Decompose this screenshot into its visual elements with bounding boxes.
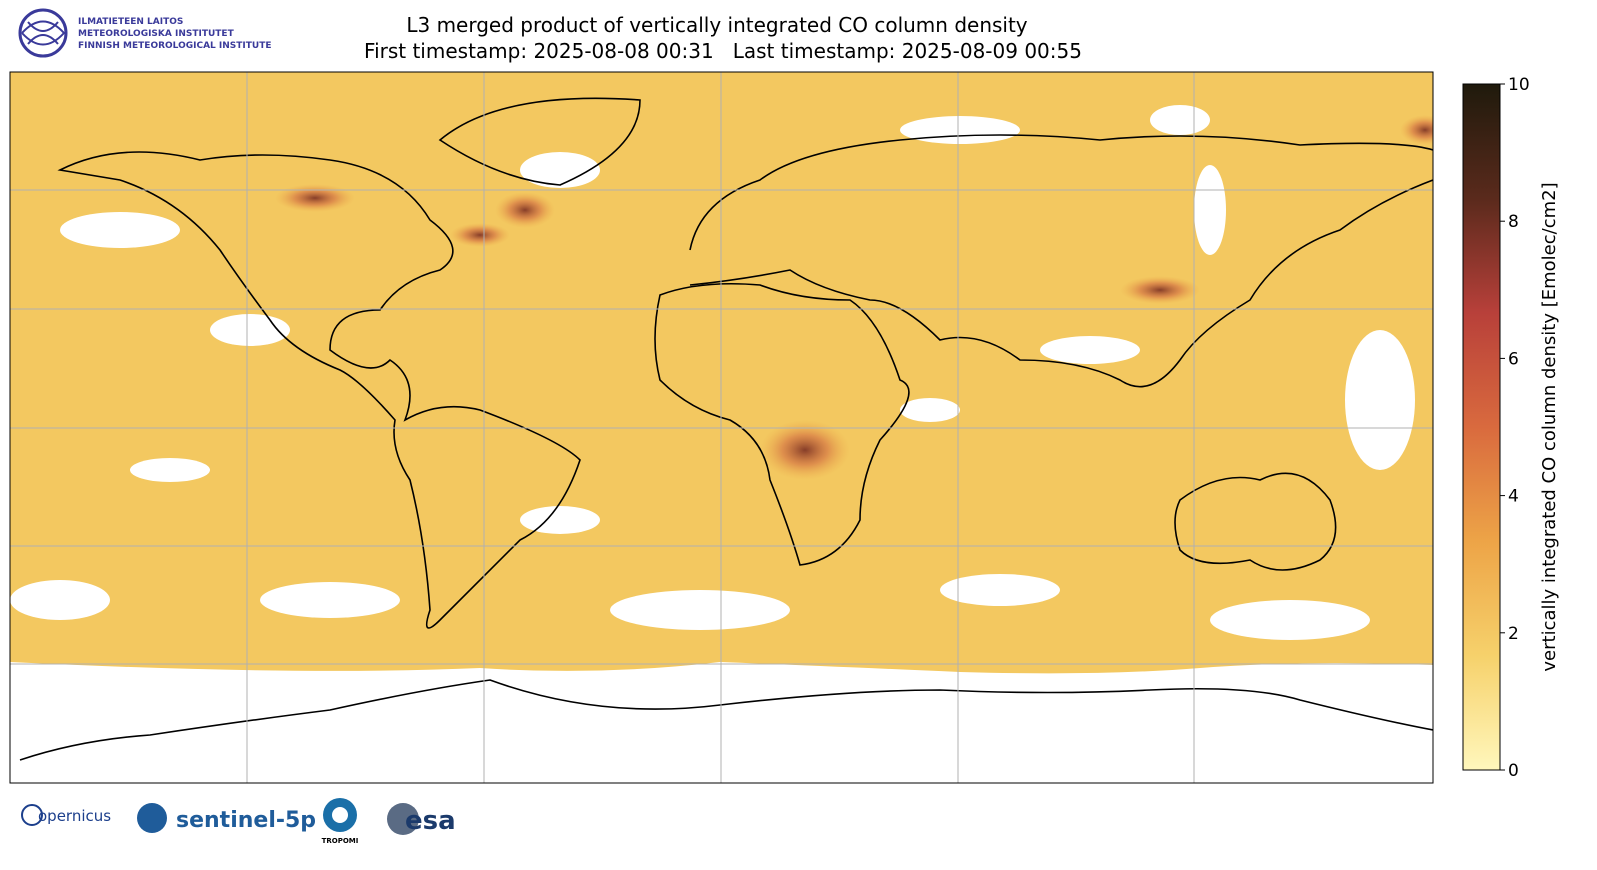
co-hotspots [275, 115, 1433, 480]
colorbar-tick-label: 0 [1508, 761, 1519, 781]
tropomi-mark [332, 807, 348, 823]
graticule [10, 72, 1433, 783]
logo-text: opernicus [38, 807, 111, 825]
greenland-coast [438, 97, 641, 186]
eurasia-coast [689, 134, 1433, 388]
map-frame [9, 71, 1434, 784]
subtitle: First timestamp: 2025-08-08 00:31 Last t… [364, 39, 1082, 63]
colorbar-tick-label: 10 [1508, 75, 1530, 95]
colorbar-tick-label: 2 [1508, 624, 1519, 644]
antarctica-coast [19, 679, 1433, 761]
logo-text: TROPOMI [322, 837, 359, 845]
logo-text: esa [405, 806, 456, 836]
americas-coast [57, 151, 581, 629]
logo-line: ILMATIETEEN LAITOS [78, 17, 183, 27]
australia-coast [1174, 472, 1337, 571]
colorbar-tick-label: 6 [1508, 349, 1519, 369]
footer-logos: opernicus sentinel-5p TROPOMI esa [21, 798, 456, 845]
sentinel-mark [137, 803, 167, 833]
map [10, 72, 1433, 783]
africa-coast [654, 282, 910, 566]
esa-mark [387, 803, 419, 835]
coastlines [19, 97, 1433, 761]
colorbar-tick-label: 4 [1508, 487, 1519, 507]
logo-line: METEOROLOGISKA INSTITUTET [78, 29, 235, 39]
colorbar-scale [1462, 83, 1501, 771]
copernicus-mark [21, 804, 43, 826]
logo-text: sentinel-5p [176, 808, 316, 833]
logo-line: FINNISH METEOROLOGICAL INSTITUTE [78, 41, 272, 51]
colorbar-label: vertically integrated CO column density … [1539, 182, 1560, 671]
fmi-logo: ILMATIETEEN LAITOS METEOROLOGISKA INSTIT… [18, 8, 272, 58]
colorbar: 0 2 4 6 8 10 vertically integrated CO column d… [1462, 75, 1560, 781]
colorbar-tick-label: 8 [1508, 212, 1519, 232]
cloud-gaps [10, 105, 1415, 640]
title: L3 merged product of vertically integrat… [406, 13, 1027, 37]
